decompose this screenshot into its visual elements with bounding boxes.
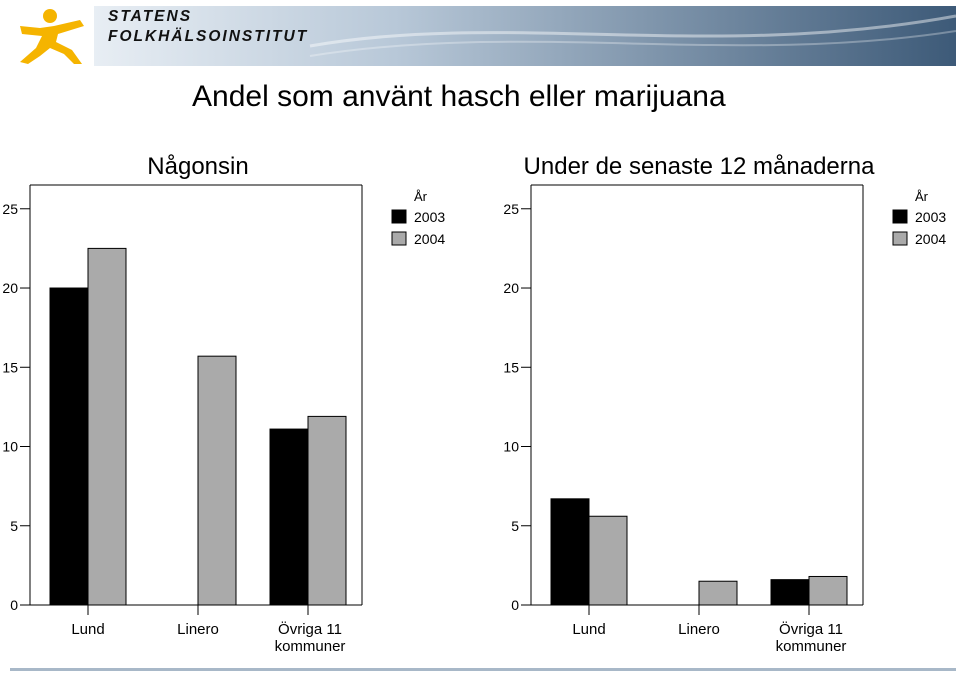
footer-divider xyxy=(10,668,956,671)
y-tick-label: 10 xyxy=(503,439,519,455)
chart-title: Någonsin xyxy=(147,153,248,180)
category-label: Övriga 11 xyxy=(278,620,342,638)
category-label: kommuner xyxy=(776,638,847,655)
y-tick-label: 5 xyxy=(10,518,18,534)
category-label: Övriga 11 xyxy=(779,620,843,638)
category-label: Linero xyxy=(678,621,720,638)
header-banner: STATENS FOLKHÄLSOINSTITUT xyxy=(10,6,956,66)
y-tick-label: 15 xyxy=(2,359,18,375)
bar-2004-2 xyxy=(808,575,848,606)
legend-swatch-2003 xyxy=(892,209,908,224)
y-tick-label: 0 xyxy=(511,597,519,613)
legend-title: År xyxy=(414,189,428,204)
legend-swatch-2003 xyxy=(391,209,407,224)
org-name-line2: FOLKHÄLSOINSTITUT xyxy=(108,28,309,45)
legend-label: 2004 xyxy=(414,231,445,247)
y-tick-label: 15 xyxy=(503,359,519,375)
y-tick-label: 25 xyxy=(2,201,18,217)
bar-2003-2 xyxy=(770,579,810,606)
bar-2004-0 xyxy=(87,247,127,606)
org-name-line1: STATENS xyxy=(108,8,193,25)
legend-label: 2004 xyxy=(915,231,946,247)
y-tick-label: 10 xyxy=(2,439,18,455)
y-tick-label: 5 xyxy=(511,518,519,534)
bar-2003-0 xyxy=(49,287,89,606)
y-tick-label: 20 xyxy=(2,280,18,296)
bar-2004-1 xyxy=(197,355,237,606)
legend-swatch-2004 xyxy=(892,231,908,246)
bar-2003-2 xyxy=(269,428,309,606)
page-title-text: Andel som använt hasch eller marijuana xyxy=(192,80,726,113)
chart-title: Under de senaste 12 månaderna xyxy=(524,153,876,180)
bar-2004-1 xyxy=(698,580,738,606)
legend-title: År xyxy=(915,189,929,204)
legend-label: 2003 xyxy=(915,209,946,225)
category-label: Lund xyxy=(572,621,605,638)
y-tick-label: 0 xyxy=(10,597,18,613)
y-tick-label: 25 xyxy=(503,201,519,217)
category-label: kommuner xyxy=(275,638,346,655)
running-figure-icon xyxy=(20,9,84,64)
legend-label: 2003 xyxy=(414,209,445,225)
bar-2004-0 xyxy=(588,515,628,606)
header-graphic xyxy=(10,6,956,66)
category-label: Lund xyxy=(71,621,104,638)
category-label: Linero xyxy=(177,621,219,638)
bar-2004-2 xyxy=(307,415,347,606)
legend-swatch-2004 xyxy=(391,231,407,246)
bar-2003-0 xyxy=(550,498,590,606)
y-tick-label: 20 xyxy=(503,280,519,296)
header-band xyxy=(92,6,956,66)
